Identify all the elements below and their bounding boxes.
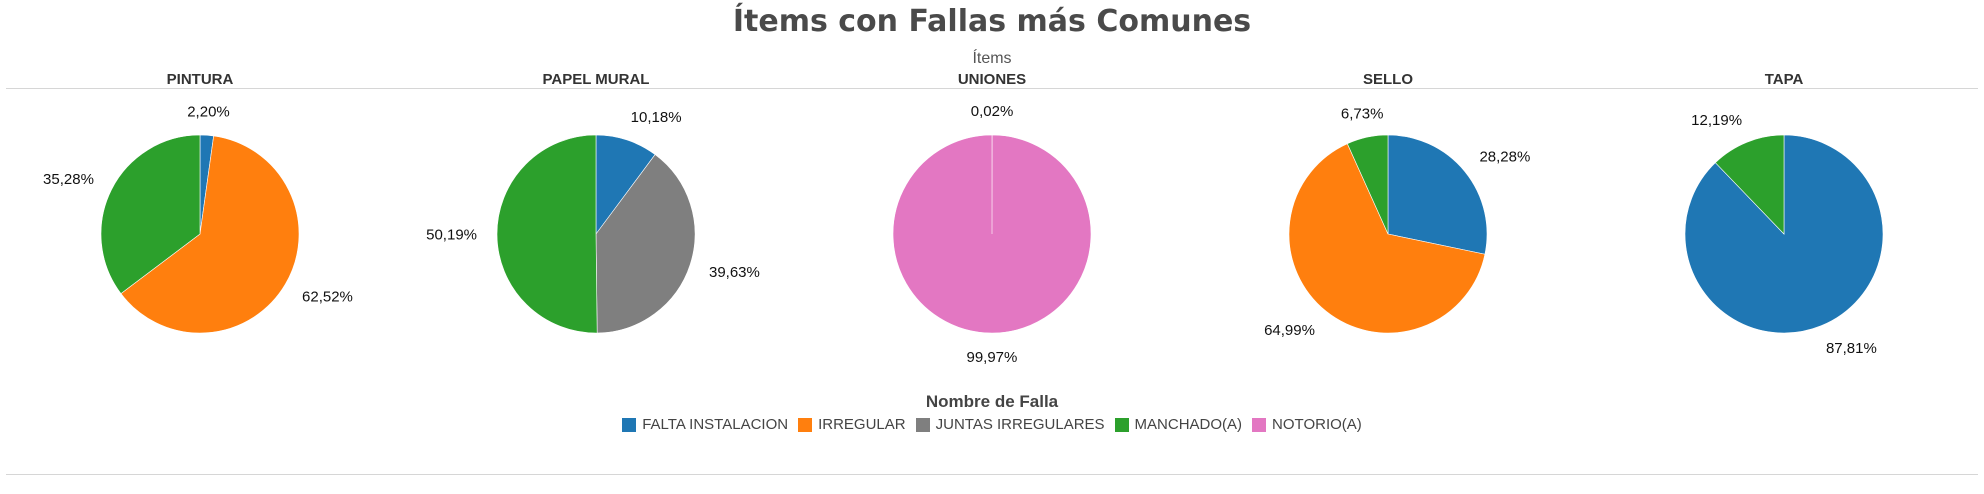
- slice-label: 99,97%: [966, 349, 1017, 366]
- legend-label: NOTORIO(A): [1272, 416, 1362, 433]
- slice-label: 50,19%: [426, 227, 477, 244]
- pie-slice[interactable]: [892, 134, 1092, 334]
- legend-label: JUNTAS IRREGULARES: [935, 416, 1105, 433]
- footer-divider: [6, 474, 1978, 475]
- slice-label: 28,28%: [1479, 148, 1530, 165]
- pie-title: SELLO: [1363, 71, 1413, 88]
- legend-item[interactable]: MANCHADO(A): [1114, 416, 1243, 433]
- pie-slice[interactable]: [120, 135, 300, 334]
- legend-item[interactable]: JUNTAS IRREGULARES: [915, 416, 1105, 433]
- slice-label: 64,99%: [1264, 322, 1315, 339]
- pie-title: UNIONES: [958, 71, 1026, 88]
- pie-title: TAPA: [1765, 71, 1804, 88]
- legend-title: Nombre de Falla: [925, 392, 1059, 411]
- chart-title: Ítems con Fallas más Comunes: [732, 4, 1252, 39]
- slice-label: 39,63%: [709, 264, 760, 281]
- pie-slice[interactable]: [1288, 143, 1486, 334]
- legend-item[interactable]: NOTORIO(A): [1252, 416, 1362, 433]
- slice-label: 12,19%: [1691, 112, 1742, 129]
- legend-swatch: [1114, 417, 1129, 432]
- slice-label: 0,02%: [971, 103, 1014, 120]
- pie-title: PAPEL MURAL: [543, 71, 650, 88]
- column-header-label: Ítems: [972, 50, 1012, 67]
- legend-swatch: [798, 417, 813, 432]
- slice-label: 35,28%: [43, 171, 94, 188]
- legend: Nombre de Falla FALTA INSTALACION IRREGUL…: [0, 392, 1984, 433]
- legend-items: FALTA INSTALACION IRREGULAR JUNTAS IRREGUL…: [0, 416, 1984, 433]
- pie-title: PINTURA: [167, 71, 234, 88]
- legend-swatch: [622, 417, 637, 432]
- legend-label: IRREGULAR: [818, 416, 906, 433]
- legend-swatch: [915, 417, 930, 432]
- slice-label: 87,81%: [1826, 340, 1877, 357]
- pie-slice[interactable]: [1346, 134, 1389, 235]
- legend-label: FALTA INSTALACION: [642, 416, 789, 433]
- pie-slice[interactable]: [100, 134, 201, 295]
- legend-swatch: [1252, 417, 1267, 432]
- slice-label: 6,73%: [1341, 106, 1384, 123]
- slice-label: 10,18%: [631, 109, 682, 126]
- header-divider: [6, 88, 1978, 89]
- legend-item[interactable]: FALTA INSTALACION: [622, 416, 788, 433]
- pie-slice[interactable]: [496, 134, 598, 334]
- pie-slice[interactable]: [1387, 134, 1488, 255]
- legend-label: MANCHADO(A): [1134, 416, 1243, 433]
- pie-charts: PINTURA 2,20% 62,52% 35,28% PAPEL MURAL 10,18…: [43, 71, 1884, 366]
- slice-label: 2,20%: [187, 103, 230, 120]
- slice-label: 62,52%: [302, 288, 353, 305]
- pie-slice[interactable]: [1714, 134, 1785, 235]
- pie-slice[interactable]: [595, 154, 696, 334]
- legend-item[interactable]: IRREGULAR: [798, 416, 906, 433]
